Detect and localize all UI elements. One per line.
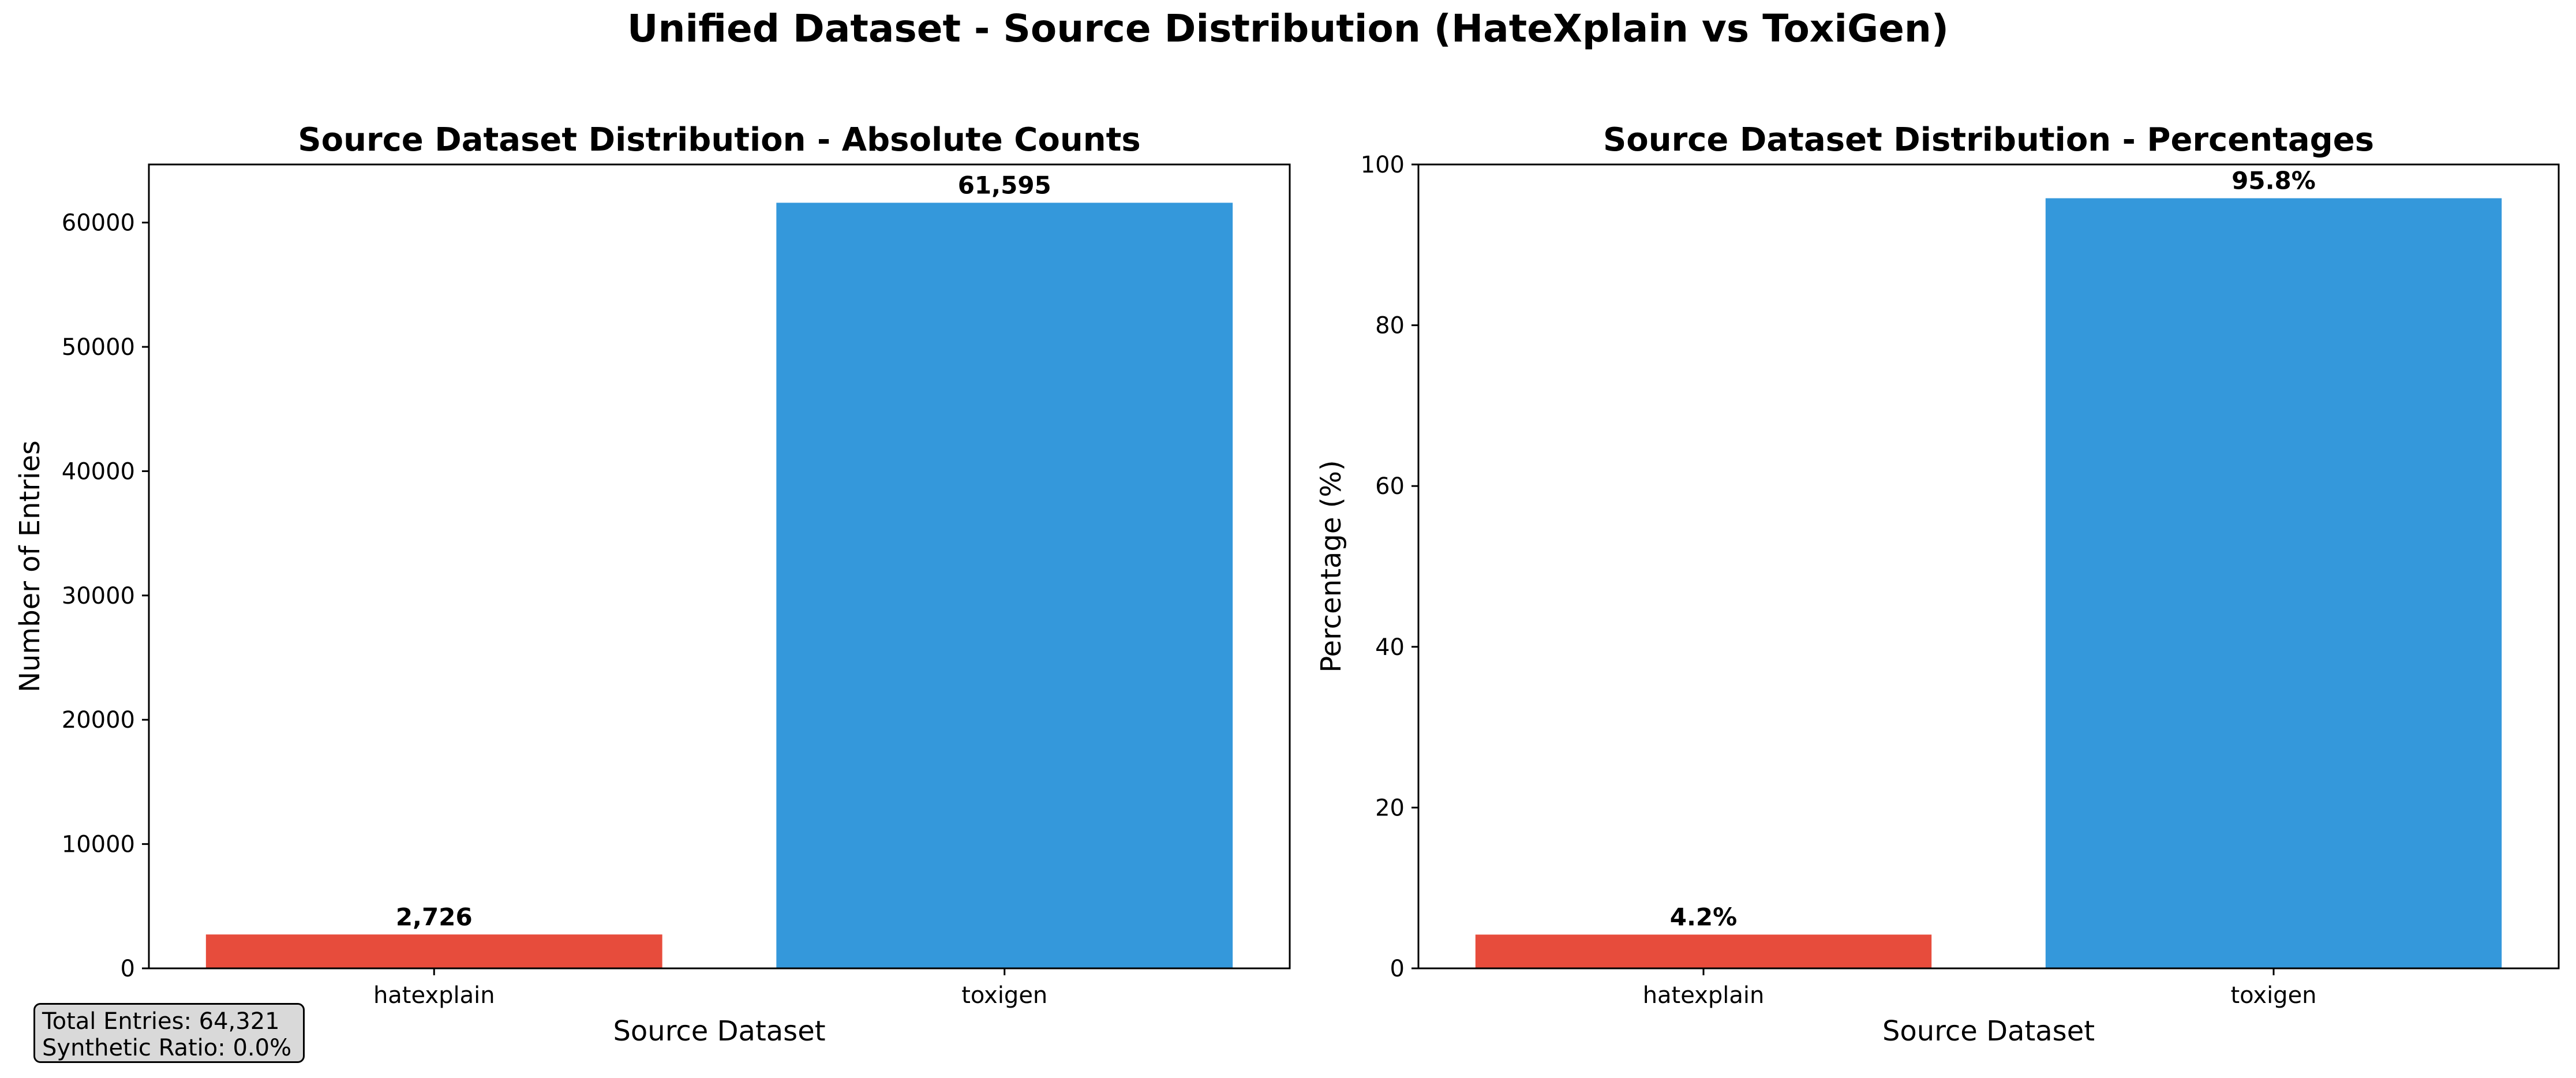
bar-value-label: 61,595 xyxy=(958,171,1051,199)
y-tick-label: 40000 xyxy=(62,458,135,485)
bar-value-label: 95.8% xyxy=(2231,167,2316,195)
y-axis-label: Percentage (%) xyxy=(1315,460,1347,672)
bar-hatexplain xyxy=(205,934,662,968)
y-tick-label: 40 xyxy=(1375,634,1405,661)
y-tick-label: 30000 xyxy=(62,583,135,609)
x-axis-label: Source Dataset xyxy=(1882,1015,2095,1047)
y-tick-label: 60 xyxy=(1375,473,1405,500)
bar-hatexplain xyxy=(1475,934,1932,968)
y-tick-label: 100 xyxy=(1361,152,1405,178)
y-tick-label: 50000 xyxy=(62,334,135,361)
chart-panel-1: Source Dataset Distribution - Absolute C… xyxy=(14,121,1291,1047)
y-tick-label: 10000 xyxy=(62,832,135,858)
y-axis-label: Number of Entries xyxy=(14,440,46,693)
axes-frame xyxy=(148,163,1291,970)
y-tick-label: 20000 xyxy=(62,707,135,733)
chart-title: Source Dataset Distribution - Absolute C… xyxy=(298,121,1140,159)
y-tick-label: 0 xyxy=(121,956,135,982)
x-tick-label: hatexplain xyxy=(373,982,495,1009)
bar-toxigen xyxy=(776,203,1233,968)
y-tick-label: 80 xyxy=(1375,313,1405,339)
total-entries-text: Total Entries: 64,321 xyxy=(42,1008,280,1035)
bar-value-label: 4.2% xyxy=(1670,903,1737,931)
figure-suptitle: Unified Dataset - Source Distribution (H… xyxy=(627,6,1949,51)
y-tick-label: 0 xyxy=(1390,956,1405,982)
summary-info-box: Total Entries: 64,321 Synthetic Ratio: 0… xyxy=(33,1003,305,1063)
chart-panel-2: Source Dataset Distribution - Percentage… xyxy=(1315,121,2560,1047)
x-tick-label: toxigen xyxy=(2230,982,2316,1009)
x-axis-label: Source Dataset xyxy=(613,1015,825,1047)
x-tick-label: toxigen xyxy=(961,982,1047,1009)
bar-toxigen xyxy=(2045,198,2502,969)
synthetic-ratio-text: Synthetic Ratio: 0.0% xyxy=(42,1035,292,1061)
chart-title: Source Dataset Distribution - Percentage… xyxy=(1603,121,2374,159)
y-tick-label: 20 xyxy=(1375,795,1405,821)
chart-panels: Source Dataset Distribution - Absolute C… xyxy=(14,121,2560,1047)
axes-frame xyxy=(1417,163,2560,970)
bar-value-label: 2,726 xyxy=(396,903,473,931)
y-tick-label: 60000 xyxy=(62,210,135,237)
x-tick-label: hatexplain xyxy=(1643,982,1765,1009)
